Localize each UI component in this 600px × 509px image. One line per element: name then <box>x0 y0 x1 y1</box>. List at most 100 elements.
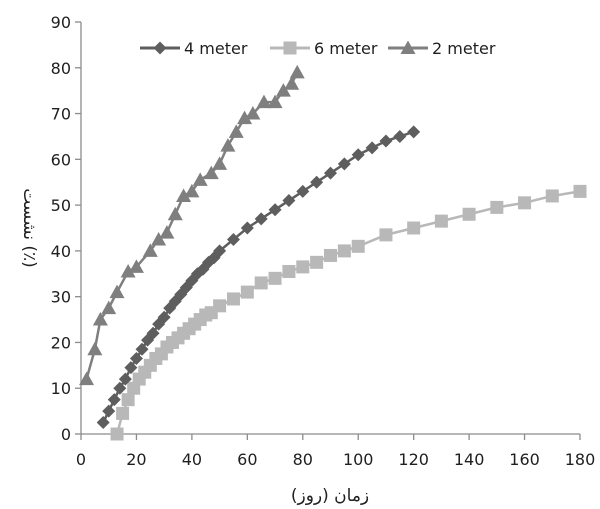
y-tick-label: 0 <box>61 425 71 444</box>
data-point-2-meter <box>275 83 291 97</box>
legend-marker <box>400 40 416 54</box>
x-tick-label: 160 <box>509 450 540 469</box>
data-point-6-meter <box>324 248 337 262</box>
x-tick-label: 60 <box>237 450 257 469</box>
data-point-6-meter <box>490 200 504 214</box>
x-tick-label: 0 <box>76 450 86 469</box>
data-point-2-meter <box>151 231 167 246</box>
data-point-2-meter <box>142 243 158 257</box>
data-point-2-meter <box>87 341 103 356</box>
data-point-4-meter <box>296 184 310 198</box>
data-point-2-meter <box>176 188 192 202</box>
data-point-4-meter <box>407 125 421 139</box>
x-tick-label: 140 <box>454 450 485 469</box>
data-point-4-meter <box>324 166 337 180</box>
data-point-4-meter <box>351 148 365 162</box>
x-tick-label: 80 <box>293 450 313 469</box>
x-tick-label: 20 <box>126 450 146 469</box>
data-point-6-meter <box>121 393 135 407</box>
data-point-4-meter <box>379 134 393 148</box>
data-point-2-meter <box>101 300 117 315</box>
data-point-6-meter <box>518 196 532 210</box>
legend-marker <box>153 41 167 55</box>
data-point-2-meter <box>267 94 283 109</box>
data-point-4-meter <box>113 381 127 395</box>
data-point-2-meter <box>109 284 125 299</box>
data-point-4-meter <box>393 129 407 143</box>
data-point-2-meter <box>120 263 136 278</box>
data-point-4-meter <box>107 393 121 407</box>
legend-label: 4 meter <box>184 39 248 58</box>
data-point-2-meter <box>212 156 228 170</box>
y-tick-label: 90 <box>51 13 71 32</box>
y-tick-label: 20 <box>51 333 71 352</box>
series-2-meter <box>79 64 305 386</box>
data-point-2-meter <box>192 172 208 186</box>
series-line-6-meter <box>115 190 581 435</box>
data-point-6-meter <box>226 292 240 306</box>
y-tick-label: 40 <box>51 242 71 261</box>
data-point-4-meter <box>240 221 254 235</box>
y-tick-label: 30 <box>51 288 71 307</box>
data-point-4-meter <box>226 232 240 246</box>
legend-label: 6 meter <box>314 39 378 58</box>
data-point-2-meter <box>256 94 272 109</box>
y-tick-label: 60 <box>51 150 71 169</box>
x-tick-label: 40 <box>182 450 202 469</box>
data-point-2-meter <box>228 124 244 138</box>
data-point-4-meter <box>146 326 160 340</box>
data-point-2-meter <box>92 312 108 326</box>
data-point-2-meter <box>167 206 183 221</box>
data-point-6-meter <box>379 228 393 242</box>
data-point-4-meter <box>102 404 116 418</box>
data-point-6-meter <box>110 427 124 441</box>
data-point-2-meter <box>220 138 236 152</box>
data-point-6-meter <box>545 189 559 203</box>
legend: 4 meter 6 meter 2 meter <box>140 39 496 58</box>
x-axis-title: زمان (روز) <box>291 486 369 506</box>
data-point-4-meter <box>135 342 149 356</box>
data-point-4-meter <box>310 175 324 189</box>
data-point-6-meter <box>268 271 282 285</box>
series-4-meter <box>96 125 421 430</box>
legend-marker <box>283 41 297 55</box>
data-point-2-meter <box>203 165 219 180</box>
data-point-2-meter <box>128 259 144 273</box>
legend-label: 2 meter <box>432 39 496 58</box>
data-point-6-meter <box>213 299 227 313</box>
data-point-4-meter <box>282 194 296 208</box>
series-6-meter <box>110 184 587 441</box>
data-point-4-meter <box>254 212 268 226</box>
data-point-2-meter <box>284 76 300 90</box>
data-point-2-meter <box>237 110 253 125</box>
data-point-4-meter <box>96 416 110 430</box>
y-tick-label: 80 <box>51 59 71 78</box>
y-axis-title: نشست (٪) <box>19 188 39 268</box>
data-point-6-meter <box>240 285 254 299</box>
data-point-2-meter <box>79 371 95 386</box>
data-point-4-meter <box>129 351 143 365</box>
data-point-2-meter <box>289 64 305 79</box>
data-point-6-meter <box>434 214 448 228</box>
x-axis-ticks: 0 20 40 60 80 100 120 140 160 180 <box>76 434 595 469</box>
data-point-4-meter <box>118 372 132 386</box>
data-point-6-meter <box>351 239 365 253</box>
data-point-6-meter <box>254 276 268 290</box>
data-point-6-meter <box>116 406 130 420</box>
x-tick-label: 180 <box>565 450 596 469</box>
data-point-4-meter <box>157 310 171 324</box>
data-point-4-meter <box>365 141 379 155</box>
data-point-6-meter <box>337 244 351 258</box>
x-tick-label: 100 <box>343 450 374 469</box>
data-point-2-meter <box>159 225 175 239</box>
y-tick-label: 70 <box>51 105 71 124</box>
data-point-6-meter <box>573 184 587 198</box>
y-axis-ticks: 0 10 20 30 40 50 60 70 80 90 <box>51 13 81 444</box>
data-point-4-meter <box>213 244 227 258</box>
data-point-6-meter <box>282 264 296 278</box>
y-tick-label: 10 <box>51 379 71 398</box>
data-point-6-meter <box>296 260 310 274</box>
data-point-6-meter <box>407 221 421 235</box>
x-tick-label: 120 <box>398 450 429 469</box>
data-point-2-meter <box>245 106 261 120</box>
